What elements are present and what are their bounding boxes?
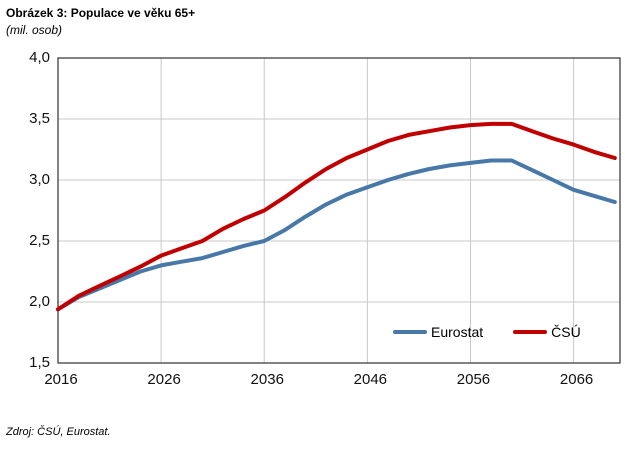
legend: Eurostat ČSÚ bbox=[393, 324, 581, 340]
legend-label-csu: ČSÚ bbox=[551, 324, 581, 340]
legend-label-eurostat: Eurostat bbox=[431, 324, 484, 340]
x-tick-label: 2066 bbox=[559, 371, 594, 388]
x-tick-label: 2016 bbox=[44, 371, 78, 388]
chart-unit-label: (mil. osob) bbox=[6, 23, 63, 37]
y-tick-label: 1,5 bbox=[29, 354, 50, 371]
x-tick-label: 2056 bbox=[456, 371, 491, 388]
eurostat-line-swatch-icon bbox=[393, 330, 427, 334]
series-line-eurostat bbox=[56, 158, 617, 312]
x-tick-label: 2036 bbox=[250, 371, 284, 388]
y-tick-label: 3,5 bbox=[29, 110, 50, 127]
csu-line-swatch-icon bbox=[513, 330, 548, 334]
legend-item-eurostat: Eurostat bbox=[393, 324, 483, 340]
y-tick-label: 4,0 bbox=[29, 49, 50, 66]
y-tick-label: 2,5 bbox=[29, 232, 50, 249]
source-note: Zdroj: ČSÚ, Eurostat. bbox=[6, 426, 111, 438]
y-tick-label: 2,0 bbox=[29, 293, 50, 310]
x-tick-label: 2026 bbox=[147, 371, 181, 388]
y-tick-label: 3,0 bbox=[29, 171, 50, 188]
chart-title: Obrázek 3: Populace ve věku 65+ bbox=[6, 6, 196, 20]
legend-item-csu: ČSÚ bbox=[513, 324, 581, 340]
plot-border bbox=[57, 57, 621, 364]
series-line-csu bbox=[56, 121, 617, 312]
x-tick-label: 2046 bbox=[353, 371, 388, 388]
